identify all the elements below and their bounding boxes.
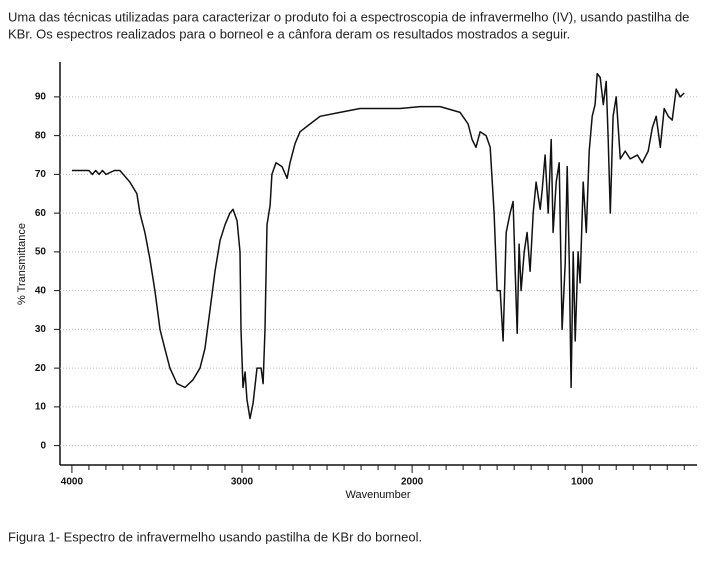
x-tick-label: 1000 <box>571 477 594 488</box>
caption: Figura 1- Espectro de infravermelho usan… <box>8 529 422 544</box>
x-tick-label: 2000 <box>401 477 424 488</box>
x-tick-label: 4000 <box>61 477 84 488</box>
x-tick-label: 3000 <box>231 477 254 488</box>
y-tick-label: 40 <box>35 285 47 296</box>
x-axis-label: Wavenumber <box>345 489 410 501</box>
y-tick-label: 20 <box>35 363 47 374</box>
y-tick-label: 10 <box>35 402 47 413</box>
y-tick-label: 80 <box>35 130 47 141</box>
y-tick-label: 70 <box>35 169 47 180</box>
spectrum-line <box>71 72 685 420</box>
y-axis-label: % Transmittance <box>16 223 28 305</box>
intro-line: KBr. Os espectros realizados para o born… <box>8 26 570 41</box>
intro-line: Uma das técnicas utilizadas para caracte… <box>8 9 689 24</box>
y-tick-label: 90 <box>35 92 47 103</box>
y-tick-label: 50 <box>35 247 47 258</box>
y-tick-label: 0 <box>40 440 46 451</box>
y-tick-label: 30 <box>35 324 47 335</box>
y-tick-label: 60 <box>35 208 47 219</box>
